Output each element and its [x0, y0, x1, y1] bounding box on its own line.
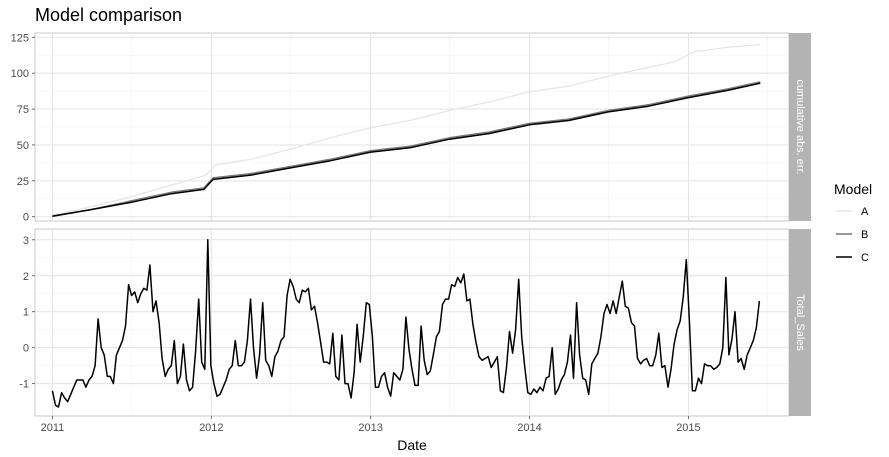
panel-border	[34, 228, 790, 417]
y-tick-label: 50	[17, 140, 29, 152]
legend-label-b: B	[861, 229, 868, 241]
facet-strip-label: Total_Sales	[794, 294, 806, 351]
chart-title: Model comparison	[35, 5, 182, 25]
facet-strip-label: cumulative abs. err.	[794, 79, 806, 174]
x-tick-label: 2014	[517, 422, 541, 434]
y-tick-label: 0	[23, 343, 29, 355]
y-tick-label: 75	[17, 104, 29, 116]
y-tick-label: 100	[11, 68, 29, 80]
x-axis-title: Date	[397, 437, 427, 453]
y-tick-label: -1	[19, 379, 29, 391]
y-tick-label: 0	[23, 212, 29, 224]
y-tick-label: 1	[23, 307, 29, 319]
series-line-b	[52, 81, 761, 217]
x-tick-label: 2012	[199, 422, 223, 434]
legend-title: Model	[834, 181, 872, 197]
series-line-c	[52, 82, 761, 218]
series-line-a	[52, 43, 761, 216]
legend: Model ABC	[834, 181, 872, 264]
facet-strip	[789, 33, 811, 221]
plot-panels: 0 25 50 75 100 125 cumulative abs. err. -1 0 1 2 3 T…	[11, 32, 811, 434]
facet-strip	[789, 229, 811, 416]
y-tick-label: 3	[23, 235, 29, 247]
legend-label-c: C	[861, 252, 869, 264]
legend-label-a: A	[861, 206, 869, 218]
panel-2: -1 0 1 2 3 Total_Sales	[19, 228, 811, 417]
y-tick-label: 25	[17, 176, 29, 188]
x-tick-label: 2015	[676, 422, 700, 434]
y-tick-label: 2	[23, 271, 29, 283]
panel-1: 0 25 50 75 100 125 cumulative abs. err.	[11, 32, 811, 224]
x-tick-label: 2013	[358, 422, 382, 434]
series-line-total-sales	[51, 239, 761, 408]
y-tick-label: 125	[11, 32, 29, 44]
x-tick-label: 2011	[41, 422, 65, 434]
